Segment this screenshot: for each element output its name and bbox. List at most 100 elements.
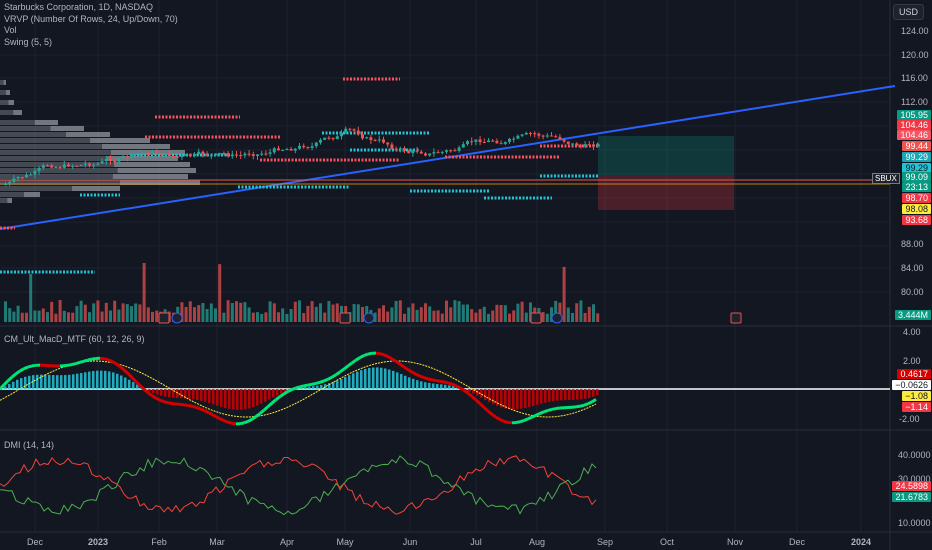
macd-histogram-bar xyxy=(540,389,543,404)
volume-bar xyxy=(445,300,448,322)
macd-line xyxy=(467,392,473,398)
price-axis-label: 80.00 xyxy=(901,287,924,297)
volume-bar xyxy=(251,312,255,322)
volume-bar xyxy=(474,312,478,322)
macd-histogram-bar xyxy=(492,389,495,405)
volume-bar xyxy=(8,308,12,322)
volume-bar xyxy=(394,300,398,322)
candle-body xyxy=(398,148,402,150)
volume-profile-bar xyxy=(66,132,110,137)
candle-body xyxy=(281,150,285,152)
volume-tag: 3.444M xyxy=(894,310,931,320)
macd-line xyxy=(247,417,253,423)
macd-line xyxy=(19,367,25,373)
macd-histogram-bar xyxy=(128,379,131,389)
volume-profile-bar xyxy=(0,180,120,185)
candle-body xyxy=(277,148,280,151)
macd-histogram-bar xyxy=(60,375,63,389)
volume-bar xyxy=(214,308,217,322)
time-axis-label: Aug xyxy=(528,537,546,547)
volume-bar xyxy=(373,312,377,322)
macd-histogram-bar xyxy=(480,389,483,398)
candle-body xyxy=(550,135,553,137)
candle-body xyxy=(188,154,192,156)
macd-line xyxy=(231,421,237,426)
time-axis-label: Dec xyxy=(26,537,44,547)
currency-button[interactable]: USD xyxy=(892,4,924,20)
price-tag: 98.08 xyxy=(902,204,931,214)
candle-body xyxy=(159,153,163,156)
macd-line xyxy=(138,384,146,391)
macd-histogram-bar xyxy=(308,386,311,389)
candle-body xyxy=(562,139,566,142)
candle-body xyxy=(201,151,205,154)
macd-line xyxy=(283,390,289,396)
volume-bar xyxy=(512,310,516,322)
macd-line xyxy=(474,398,482,405)
macd-histogram-bar xyxy=(172,389,175,398)
candle-body xyxy=(41,165,45,168)
candle-body xyxy=(176,156,180,158)
volume-bar xyxy=(209,303,213,322)
volume-profile-bar xyxy=(114,162,190,167)
symbol-title[interactable]: Starbucks Corporation, 1D, NASDAQ xyxy=(4,2,154,12)
swing-indicator-label[interactable]: Swing (5, 5) xyxy=(4,36,53,47)
volume-bar xyxy=(20,312,24,322)
event-marker xyxy=(730,312,742,324)
macd-histogram-bar xyxy=(184,389,187,399)
macd-line xyxy=(227,420,233,425)
candle-body xyxy=(394,148,398,150)
volume-bar xyxy=(121,303,125,322)
macd-line xyxy=(111,360,117,365)
macd-line xyxy=(463,389,469,395)
macd-histogram-bar xyxy=(24,376,27,389)
macd-line xyxy=(279,392,285,398)
macd-histogram-bar xyxy=(152,389,155,394)
candle-body xyxy=(495,140,499,144)
candle-body xyxy=(487,140,490,143)
volume-bar xyxy=(71,312,75,322)
macd-histogram-bar xyxy=(4,386,7,389)
macd-histogram-bar xyxy=(496,389,499,406)
volume-profile-bar xyxy=(7,198,12,203)
candle-body xyxy=(75,165,79,167)
volume-profile-bar xyxy=(34,120,58,125)
candle-body xyxy=(587,144,591,146)
volume-bar xyxy=(310,301,314,322)
volume-bar xyxy=(247,307,251,322)
time-axis-label: Oct xyxy=(659,537,675,547)
macd-line xyxy=(255,412,261,418)
macd-line xyxy=(147,391,153,397)
volume-bar xyxy=(289,309,293,322)
volume-bar xyxy=(201,302,205,322)
macd-histogram-bar xyxy=(248,389,251,409)
volume-bar xyxy=(83,304,87,322)
volume-bar xyxy=(491,310,495,322)
macd-line xyxy=(2,379,10,386)
volume-bar xyxy=(50,301,54,322)
macd-line xyxy=(71,362,77,366)
macd-tag: −1.08 xyxy=(902,391,931,401)
macd-legend[interactable]: CM_Ult_MacD_MTF (60, 12, 26, 9) xyxy=(4,334,145,344)
macd-line xyxy=(367,351,373,356)
volume-bar xyxy=(487,313,490,322)
macd-histogram-bar xyxy=(268,389,271,400)
volume-bar xyxy=(440,313,444,322)
candle-body xyxy=(46,165,49,167)
volume-bar xyxy=(12,311,16,322)
candle-body xyxy=(25,174,28,178)
candle-body xyxy=(428,153,432,156)
macd-histogram-bar xyxy=(80,373,83,389)
macd-histogram-bar xyxy=(148,389,151,392)
volume-indicator-label[interactable]: Vol xyxy=(4,25,17,35)
candle-body xyxy=(100,161,104,164)
macd-line xyxy=(547,407,553,412)
macd-histogram-bar xyxy=(396,372,399,389)
dmi-legend[interactable]: DMI (14, 14) xyxy=(4,440,55,450)
vrvp-indicator-label[interactable]: VRVP (Number Of Rows, 24, Up/Down, 70) xyxy=(4,13,178,24)
candle-body xyxy=(92,164,96,166)
macd-histogram-bar xyxy=(316,385,319,389)
candle-body xyxy=(537,133,541,136)
candle-body xyxy=(155,152,159,154)
